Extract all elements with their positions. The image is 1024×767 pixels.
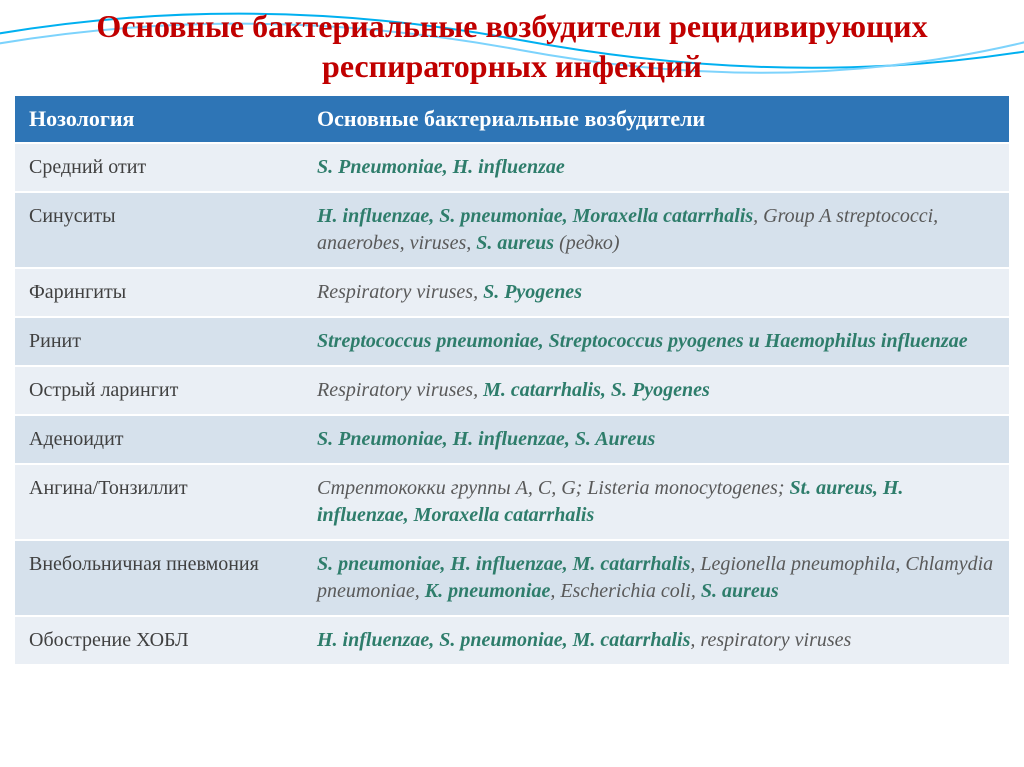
table-row: Внебольничная пневмонияS. pneumoniae, H.… [15,540,1009,616]
cell-pathogens: Respiratory viruses, S. Pyogenes [303,268,1009,317]
pathogens-table: Нозология Основные бактериальные возбуди… [15,96,1009,666]
table-row: ФарингитыRespiratory viruses, S. Pyogene… [15,268,1009,317]
table-row: РинитStreptococcus pneumoniae, Streptoco… [15,317,1009,366]
cell-nosology: Ангина/Тонзиллит [15,464,303,540]
col-header-pathogens: Основные бактериальные возбудители [303,96,1009,143]
table-header-row: Нозология Основные бактериальные возбуди… [15,96,1009,143]
cell-nosology: Синуситы [15,192,303,268]
table-row: Острый ларингитRespiratory viruses, M. c… [15,366,1009,415]
cell-nosology: Острый ларингит [15,366,303,415]
table-row: СинуситыH. influenzae, S. pneumoniae, Mo… [15,192,1009,268]
table-row: Ангина/ТонзиллитСтрептококки группы A, C… [15,464,1009,540]
cell-pathogens: Respiratory viruses, M. catarrhalis, S. … [303,366,1009,415]
cell-pathogens: S. pneumoniae, H. influenzae, M. catarrh… [303,540,1009,616]
table-row: АденоидитS. Pneumoniae, H. influenzae, S… [15,415,1009,464]
cell-pathogens: Streptococcus pneumoniae, Streptococcus … [303,317,1009,366]
cell-pathogens: H. influenzae, S. pneumoniae, Moraxella … [303,192,1009,268]
table-row: Средний отитS. Pneumoniae, H. influenzae [15,143,1009,192]
cell-pathogens: S. Pneumoniae, H. influenzae, S. Aureus [303,415,1009,464]
page-title: Основные бактериальные возбудители рецид… [0,0,1024,96]
cell-pathogens: H. influenzae, S. pneumoniae, M. catarrh… [303,616,1009,665]
cell-pathogens: S. Pneumoniae, H. influenzae [303,143,1009,192]
cell-nosology: Фарингиты [15,268,303,317]
cell-nosology: Ринит [15,317,303,366]
col-header-nosology: Нозология [15,96,303,143]
table-body: Средний отитS. Pneumoniae, H. influenzae… [15,143,1009,665]
cell-nosology: Обострение ХОБЛ [15,616,303,665]
cell-nosology: Средний отит [15,143,303,192]
cell-nosology: Аденоидит [15,415,303,464]
table-row: Обострение ХОБЛH. influenzae, S. pneumon… [15,616,1009,665]
cell-nosology: Внебольничная пневмония [15,540,303,616]
cell-pathogens: Стрептококки группы A, C, G; Listeria mo… [303,464,1009,540]
